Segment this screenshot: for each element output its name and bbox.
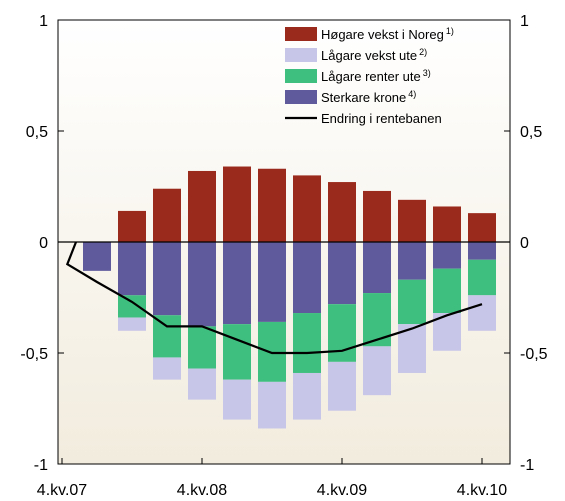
bar-h-gare-vekst-i-noreg-3: [188, 170, 216, 242]
bar-sterkare-krone-9: [398, 242, 426, 280]
bar-sterkare-krone-4: [223, 242, 251, 325]
legend-label-endring-i-rentebanen: Endring i rentebanen: [321, 111, 442, 126]
x-tick-label: 4.kv.10: [457, 482, 508, 499]
bar-sterkare-krone-6: [293, 242, 321, 314]
bar-sterkare-krone-3: [188, 242, 216, 327]
bar-l-gare-renter-ute-8: [363, 293, 391, 347]
y-tick-label-left: 1: [39, 13, 48, 30]
bar-h-gare-vekst-i-noreg-5: [258, 168, 286, 242]
bar-l-gare-renter-ute-9: [398, 279, 426, 325]
bar-l-gare-vekst-ute-7: [328, 361, 356, 411]
bar-sterkare-krone-0: [83, 242, 111, 271]
y-tick-label-right: 0,5: [520, 124, 542, 141]
bar-sterkare-krone-2: [153, 242, 181, 316]
legend-label-sterkare-krone: Sterkare krone 4): [321, 89, 416, 105]
bar-h-gare-vekst-i-noreg-1: [118, 210, 146, 242]
bar-l-gare-vekst-ute-2: [153, 357, 181, 380]
y-axis-left: 1 0,5 0 -0,5 -1: [20, 13, 48, 474]
y-axis-right: 1 0,5 0 -0,5 -1: [520, 13, 548, 474]
bar-l-gare-renter-ute-4: [223, 324, 251, 380]
bar-sterkare-krone-8: [363, 242, 391, 294]
bar-l-gare-renter-ute-11: [468, 259, 496, 296]
bar-l-gare-vekst-ute-5: [258, 381, 286, 429]
y-tick-label-right: -0,5: [520, 346, 548, 363]
legend-label-l-gare-vekst-ute: Lågare vekst ute 2): [321, 47, 427, 63]
y-tick-label-left: 0: [39, 235, 48, 252]
y-tick-label-right: -1: [520, 457, 534, 474]
legend: Høgare vekst i Noreg 1) Lågare vekst ute 2)…: [285, 26, 454, 126]
bar-l-gare-vekst-ute-1: [118, 317, 146, 331]
y-tick-label-left: -0,5: [20, 346, 48, 363]
line-endring-i-rentebanen: [65, 241, 483, 355]
bar-l-gare-vekst-ute-6: [293, 372, 321, 420]
bar-h-gare-vekst-i-noreg-4: [223, 166, 251, 242]
bar-h-gare-vekst-i-noreg-9: [398, 199, 426, 242]
bar-l-gare-renter-ute-1: [118, 295, 146, 318]
bar-l-gare-vekst-ute-4: [223, 379, 251, 420]
legend-footnote-marker: 2): [419, 47, 427, 57]
bar-l-gare-vekst-ute-8: [363, 346, 391, 396]
legend-swatch-h-gare-vekst-i-noreg: [285, 27, 317, 41]
bar-sterkare-krone-10: [433, 242, 461, 269]
rate-path-line-group: [65, 241, 483, 355]
legend-footnote-marker: 4): [408, 89, 416, 99]
bar-sterkare-krone-7: [328, 242, 356, 305]
legend-footnote-marker: 1): [446, 26, 454, 36]
legend-swatch-l-gare-vekst-ute: [285, 48, 317, 62]
bar-l-gare-renter-ute-7: [328, 304, 356, 362]
bar-h-gare-vekst-i-noreg-8: [363, 190, 391, 242]
bar-sterkare-krone-1: [118, 242, 146, 296]
bar-l-gare-renter-ute-10: [433, 268, 461, 314]
bar-l-gare-renter-ute-2: [153, 315, 181, 358]
legend-swatch-sterkare-krone: [285, 90, 317, 104]
y-tick-label-left: 0,5: [26, 124, 48, 141]
bar-h-gare-vekst-i-noreg-7: [328, 182, 356, 242]
legend-label-l-gare-renter-ute: Lågare renter ute 3): [321, 68, 431, 84]
y-tick-label-right: 1: [520, 13, 529, 30]
x-tick-label: 4.kv.07: [37, 482, 88, 499]
legend-footnote-marker: 3): [423, 68, 431, 78]
x-tick-label: 4.kv.08: [177, 482, 228, 499]
gridlines: [58, 130, 510, 464]
x-tick-label: 4.kv.09: [317, 482, 368, 499]
y-tick-label-right: 0: [520, 235, 529, 252]
legend-label-h-gare-vekst-i-noreg: Høgare vekst i Noreg 1): [321, 26, 454, 42]
bar-l-gare-renter-ute-6: [293, 313, 321, 373]
legend-swatch-l-gare-renter-ute: [285, 69, 317, 83]
bar-h-gare-vekst-i-noreg-11: [468, 213, 496, 242]
bar-sterkare-krone-11: [468, 242, 496, 260]
y-tick-label-left: -1: [34, 457, 48, 474]
bar-sterkare-krone-5: [258, 242, 286, 322]
bars: [83, 166, 496, 429]
bar-l-gare-vekst-ute-11: [468, 295, 496, 331]
bar-h-gare-vekst-i-noreg-2: [153, 188, 181, 242]
bar-l-gare-vekst-ute-3: [188, 368, 216, 400]
bar-h-gare-vekst-i-noreg-6: [293, 175, 321, 242]
x-axis: 4.kv.07 4.kv.08 4.kv.09 4.kv.10: [37, 482, 508, 499]
bar-h-gare-vekst-i-noreg-10: [433, 206, 461, 242]
bar-l-gare-renter-ute-3: [188, 326, 216, 369]
